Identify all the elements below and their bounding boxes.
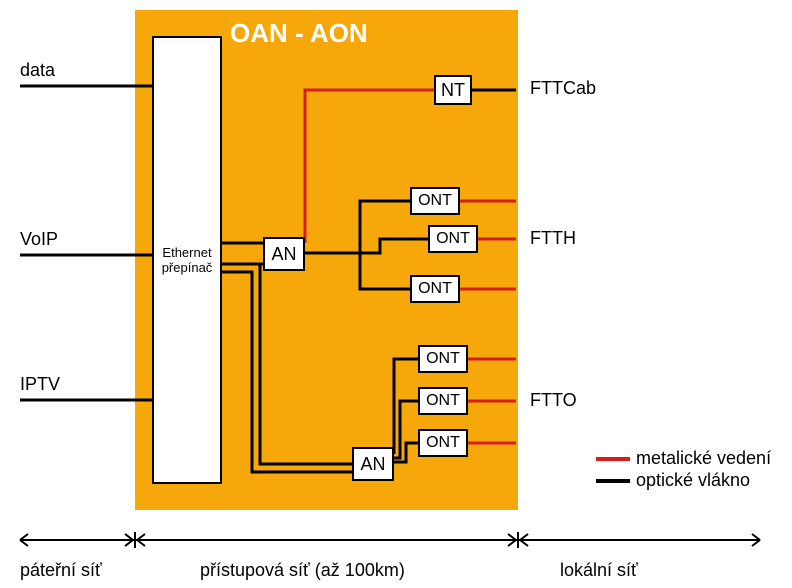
dimension-label-0: páteřní síť (20, 560, 102, 581)
input-label-1: VoIP (20, 229, 58, 250)
input-label-2: IPTV (20, 374, 60, 395)
input-label-0: data (20, 60, 55, 81)
arch-label-0: FTTCab (530, 78, 596, 99)
legend-text-0: metalické vedení (636, 448, 771, 469)
dimension-label-1: přístupová síť (až 100km) (200, 560, 405, 581)
arch-label-2: FTTO (530, 390, 577, 411)
arch-label-1: FTTH (530, 228, 576, 249)
nt-box: NT (434, 75, 472, 105)
ont-box-3: ONT (418, 345, 468, 373)
diagram-title: OAN - AON (230, 18, 368, 49)
ethernet-switch-box: Ethernet přepínač (152, 36, 222, 484)
ont-box-0: ONT (410, 187, 460, 215)
ont-box-4: ONT (418, 387, 468, 415)
ont-box-2: ONT (410, 275, 460, 303)
an-box-0: AN (263, 237, 305, 271)
an-box-1: AN (352, 447, 394, 481)
ont-box-5: ONT (418, 429, 468, 457)
legend-text-1: optické vlákno (636, 470, 750, 491)
ont-box-1: ONT (428, 225, 478, 253)
dimension-label-2: lokální síť (560, 560, 638, 581)
